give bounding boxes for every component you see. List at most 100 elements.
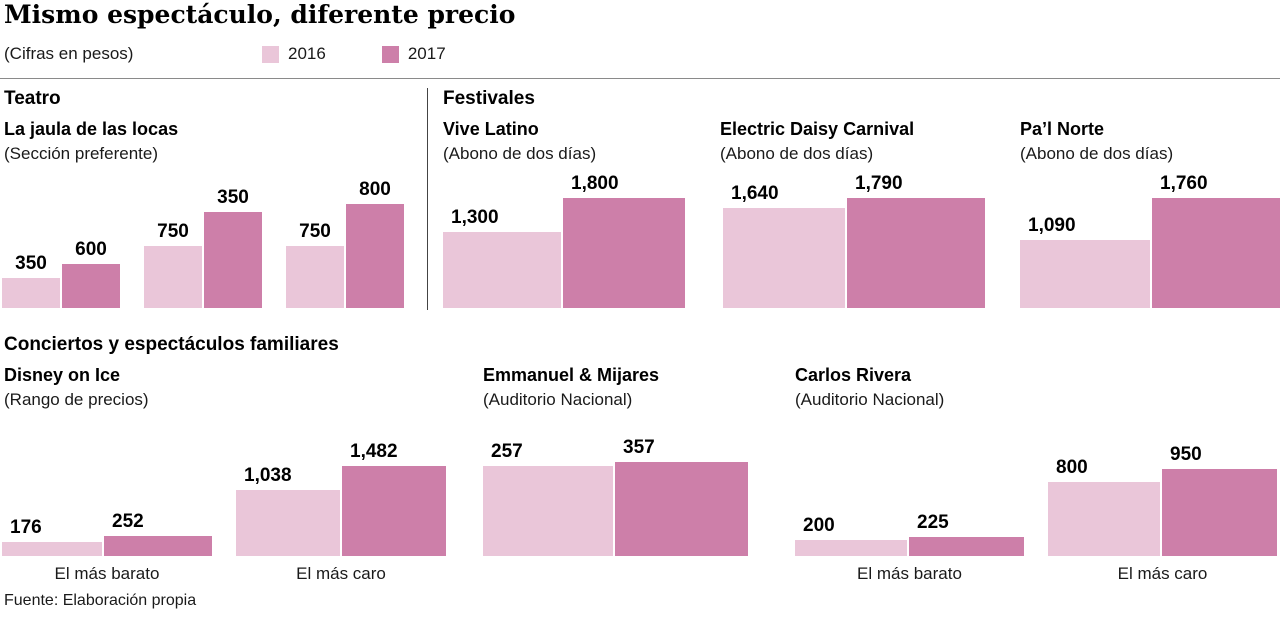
bar-2016 (483, 466, 613, 556)
bar-column: 257 (483, 441, 613, 556)
bar-2016 (2, 278, 60, 308)
bar-2017 (346, 204, 404, 308)
bar-2016 (286, 246, 344, 308)
bar-pair: 200 225 El más barato (795, 512, 1024, 583)
bar-column: 176 (2, 517, 102, 556)
bar-value-label: 200 (803, 515, 835, 536)
bar-value-label: 750 (299, 221, 331, 242)
bar-value-label: 350 (217, 187, 249, 208)
bar-pair: 750 800 (286, 179, 404, 308)
bar-pair: 257 357 (483, 437, 748, 556)
bar-column: 357 (615, 437, 748, 556)
bar-value-label: 1,300 (451, 207, 499, 228)
section-label-teatro: Teatro (4, 88, 61, 109)
bar-2016 (236, 490, 340, 556)
chart-title: Vive Latino (443, 119, 539, 139)
chart-title: Pa’l Norte (1020, 119, 1105, 139)
bar-column: 800 (346, 179, 404, 308)
bar-value-label: 1,800 (571, 173, 619, 194)
bar-column: 1,482 (342, 441, 446, 556)
bar-column: 252 (104, 511, 212, 556)
section-label-festivales: Festivales (443, 88, 535, 109)
chart-head-disney-on-ice: Disney on Ice (Rango de precios) (4, 362, 149, 412)
chart-title: La jaula de las locas (4, 119, 179, 139)
bar-2017 (1162, 469, 1277, 556)
bar-2016 (723, 208, 845, 308)
bar-pair: 176 252 El más barato (2, 511, 212, 583)
chart-head-vive-latino: Vive Latino (Abono de dos días) (443, 116, 596, 166)
bar-2016 (443, 232, 561, 308)
bar-2017 (909, 537, 1024, 556)
section-divider-vertical (427, 88, 428, 310)
bar-chart-jaula: 350 600 750 350 750 800 (2, 179, 404, 308)
bar-pair: 1,038 1,482 El más caro (236, 441, 446, 583)
bar-chart-electric-daisy-carnival: 1,640 1,790 (723, 173, 985, 308)
bar-column: 750 (144, 221, 202, 308)
legend-swatch-2017 (381, 45, 399, 63)
bar-2016 (1048, 482, 1160, 556)
legend-item-2016: 2016 (262, 44, 326, 64)
bar-value-label: 1,038 (244, 465, 292, 486)
bar-value-label: 750 (157, 221, 189, 242)
bar-2017 (563, 198, 685, 308)
page-subtitle: (Cifras en pesos) (4, 44, 134, 63)
chart-title: Electric Daisy Carnival (720, 119, 915, 139)
chart-subtitle: (Auditorio Nacional) (483, 390, 633, 409)
bar-2017 (342, 466, 446, 556)
bar-chart-vive-latino: 1,300 1,800 (443, 173, 685, 308)
chart-subtitle: (Abono de dos días) (1020, 144, 1174, 163)
bar-column: 350 (2, 253, 60, 308)
bar-column: 1,300 (443, 207, 561, 308)
bar-value-label: 1,482 (350, 441, 398, 462)
bar-2017 (104, 536, 212, 556)
bar-2016 (2, 542, 102, 556)
chart-subtitle: (Abono de dos días) (720, 144, 874, 163)
bar-column: 350 (204, 187, 262, 308)
chart-head-electric-daisy-carnival: Electric Daisy Carnival (Abono de dos dí… (720, 116, 914, 166)
chart-subtitle: (Abono de dos días) (443, 144, 597, 163)
page-title: Mismo espectáculo, diferente precio (4, 0, 516, 29)
bar-value-label: 225 (917, 512, 949, 533)
bar-value-label: 600 (75, 239, 107, 260)
bar-2016 (795, 540, 907, 556)
legend-swatch-2016 (262, 45, 279, 63)
bar-column: 1,760 (1152, 173, 1280, 308)
chart-head-emmanuel-mijares: Emmanuel & Mijares (Auditorio Nacional) (483, 362, 659, 412)
bar-pair: 750 350 (144, 187, 262, 308)
bar-2017 (62, 264, 120, 308)
axis-label: El más caro (296, 564, 386, 583)
bar-column: 1,090 (1020, 215, 1150, 308)
legend: 2016 2017 (262, 44, 446, 64)
bar-2017 (1152, 198, 1280, 308)
bar-pair: 1,300 1,800 (443, 173, 685, 308)
bar-pair: 800 950 El más caro (1048, 444, 1277, 583)
bar-column: 200 (795, 515, 907, 556)
chart-title: Disney on Ice (4, 365, 121, 385)
bar-column: 950 (1162, 444, 1277, 556)
chart-head-jaula: La jaula de las locas (Sección preferent… (4, 116, 178, 166)
legend-item-2017: 2017 (381, 44, 446, 64)
bar-column: 1,790 (847, 173, 985, 308)
header-divider (0, 78, 1280, 79)
bar-value-label: 252 (112, 511, 144, 532)
bar-column: 600 (62, 239, 120, 308)
bar-value-label: 357 (623, 437, 655, 458)
bar-chart-disney-on-ice: 176 252 El más barato 1,038 1,482 El más caro (2, 441, 446, 583)
bar-value-label: 1,640 (731, 183, 779, 204)
bar-pair: 350 600 (2, 239, 120, 308)
bar-value-label: 176 (10, 517, 42, 538)
axis-label: El más barato (54, 564, 160, 583)
chart-head-pal-norte: Pa’l Norte (Abono de dos días) (1020, 116, 1173, 166)
bar-value-label: 950 (1170, 444, 1202, 465)
chart-subtitle: (Sección preferente) (4, 144, 159, 163)
bar-column: 1,800 (563, 173, 685, 308)
legend-label-2016: 2016 (288, 44, 326, 63)
bar-value-label: 1,790 (855, 173, 903, 194)
chart-subtitle: (Rango de precios) (4, 390, 149, 409)
bar-value-label: 1,760 (1160, 173, 1208, 194)
bar-column: 800 (1048, 457, 1160, 556)
bar-chart-carlos-rivera: 200 225 El más barato 800 950 El más caro (795, 444, 1277, 583)
bar-value-label: 800 (1056, 457, 1088, 478)
bar-2017 (847, 198, 985, 308)
